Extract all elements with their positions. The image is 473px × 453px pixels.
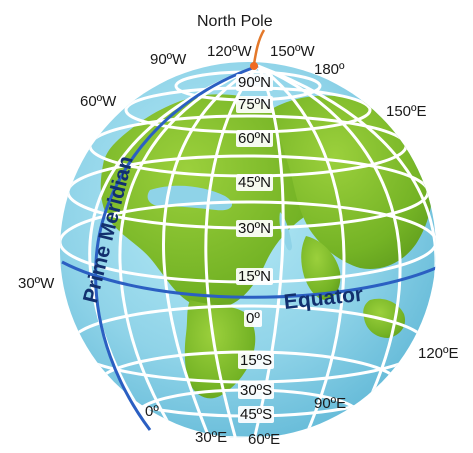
- longitude-label-0: 0º: [145, 403, 159, 420]
- latitude-label-0: 0º: [244, 310, 262, 327]
- longitude-label-120w: 120ºW: [207, 43, 252, 60]
- equator-line: [61, 260, 436, 299]
- north-pole-dot: [250, 62, 258, 70]
- longitude-label-180: 180º: [314, 61, 345, 78]
- longitude-label-30w: 30ºW: [18, 275, 55, 292]
- longitude-label-90e: 90ºE: [314, 395, 347, 412]
- longitude-label-150e: 150ºE: [386, 103, 427, 120]
- land-south-africa: [184, 300, 256, 399]
- north-pole-pointer: [252, 29, 266, 65]
- latitude-label-45s: 45ºS: [238, 406, 275, 423]
- latitude-label-90n: 90ºN: [236, 74, 273, 91]
- latitude-label-30s: 30ºS: [238, 382, 275, 399]
- longitude-label-60e: 60ºE: [248, 431, 281, 448]
- longitude-label-90w: 90ºW: [150, 51, 187, 68]
- latitude-label-45n: 45ºN: [236, 174, 273, 191]
- longitude-label-120e: 120ºE: [418, 345, 459, 362]
- land-peninsula: [301, 236, 341, 300]
- latitude-label-30n: 30ºN: [236, 220, 273, 237]
- north-pole-label: North Pole: [197, 13, 273, 30]
- longitude-label-150w: 150ºW: [270, 43, 315, 60]
- latitude-label-15s: 15ºS: [238, 352, 275, 369]
- latitude-label-75n: 75ºN: [236, 96, 273, 113]
- latitude-label-60n: 60ºN: [236, 130, 273, 147]
- prime-meridian-line: [94, 64, 259, 431]
- longitude-label-30e: 30ºE: [195, 429, 228, 446]
- latitude-label-15n: 15ºN: [236, 268, 273, 285]
- longitude-label-60w: 60ºW: [80, 93, 117, 110]
